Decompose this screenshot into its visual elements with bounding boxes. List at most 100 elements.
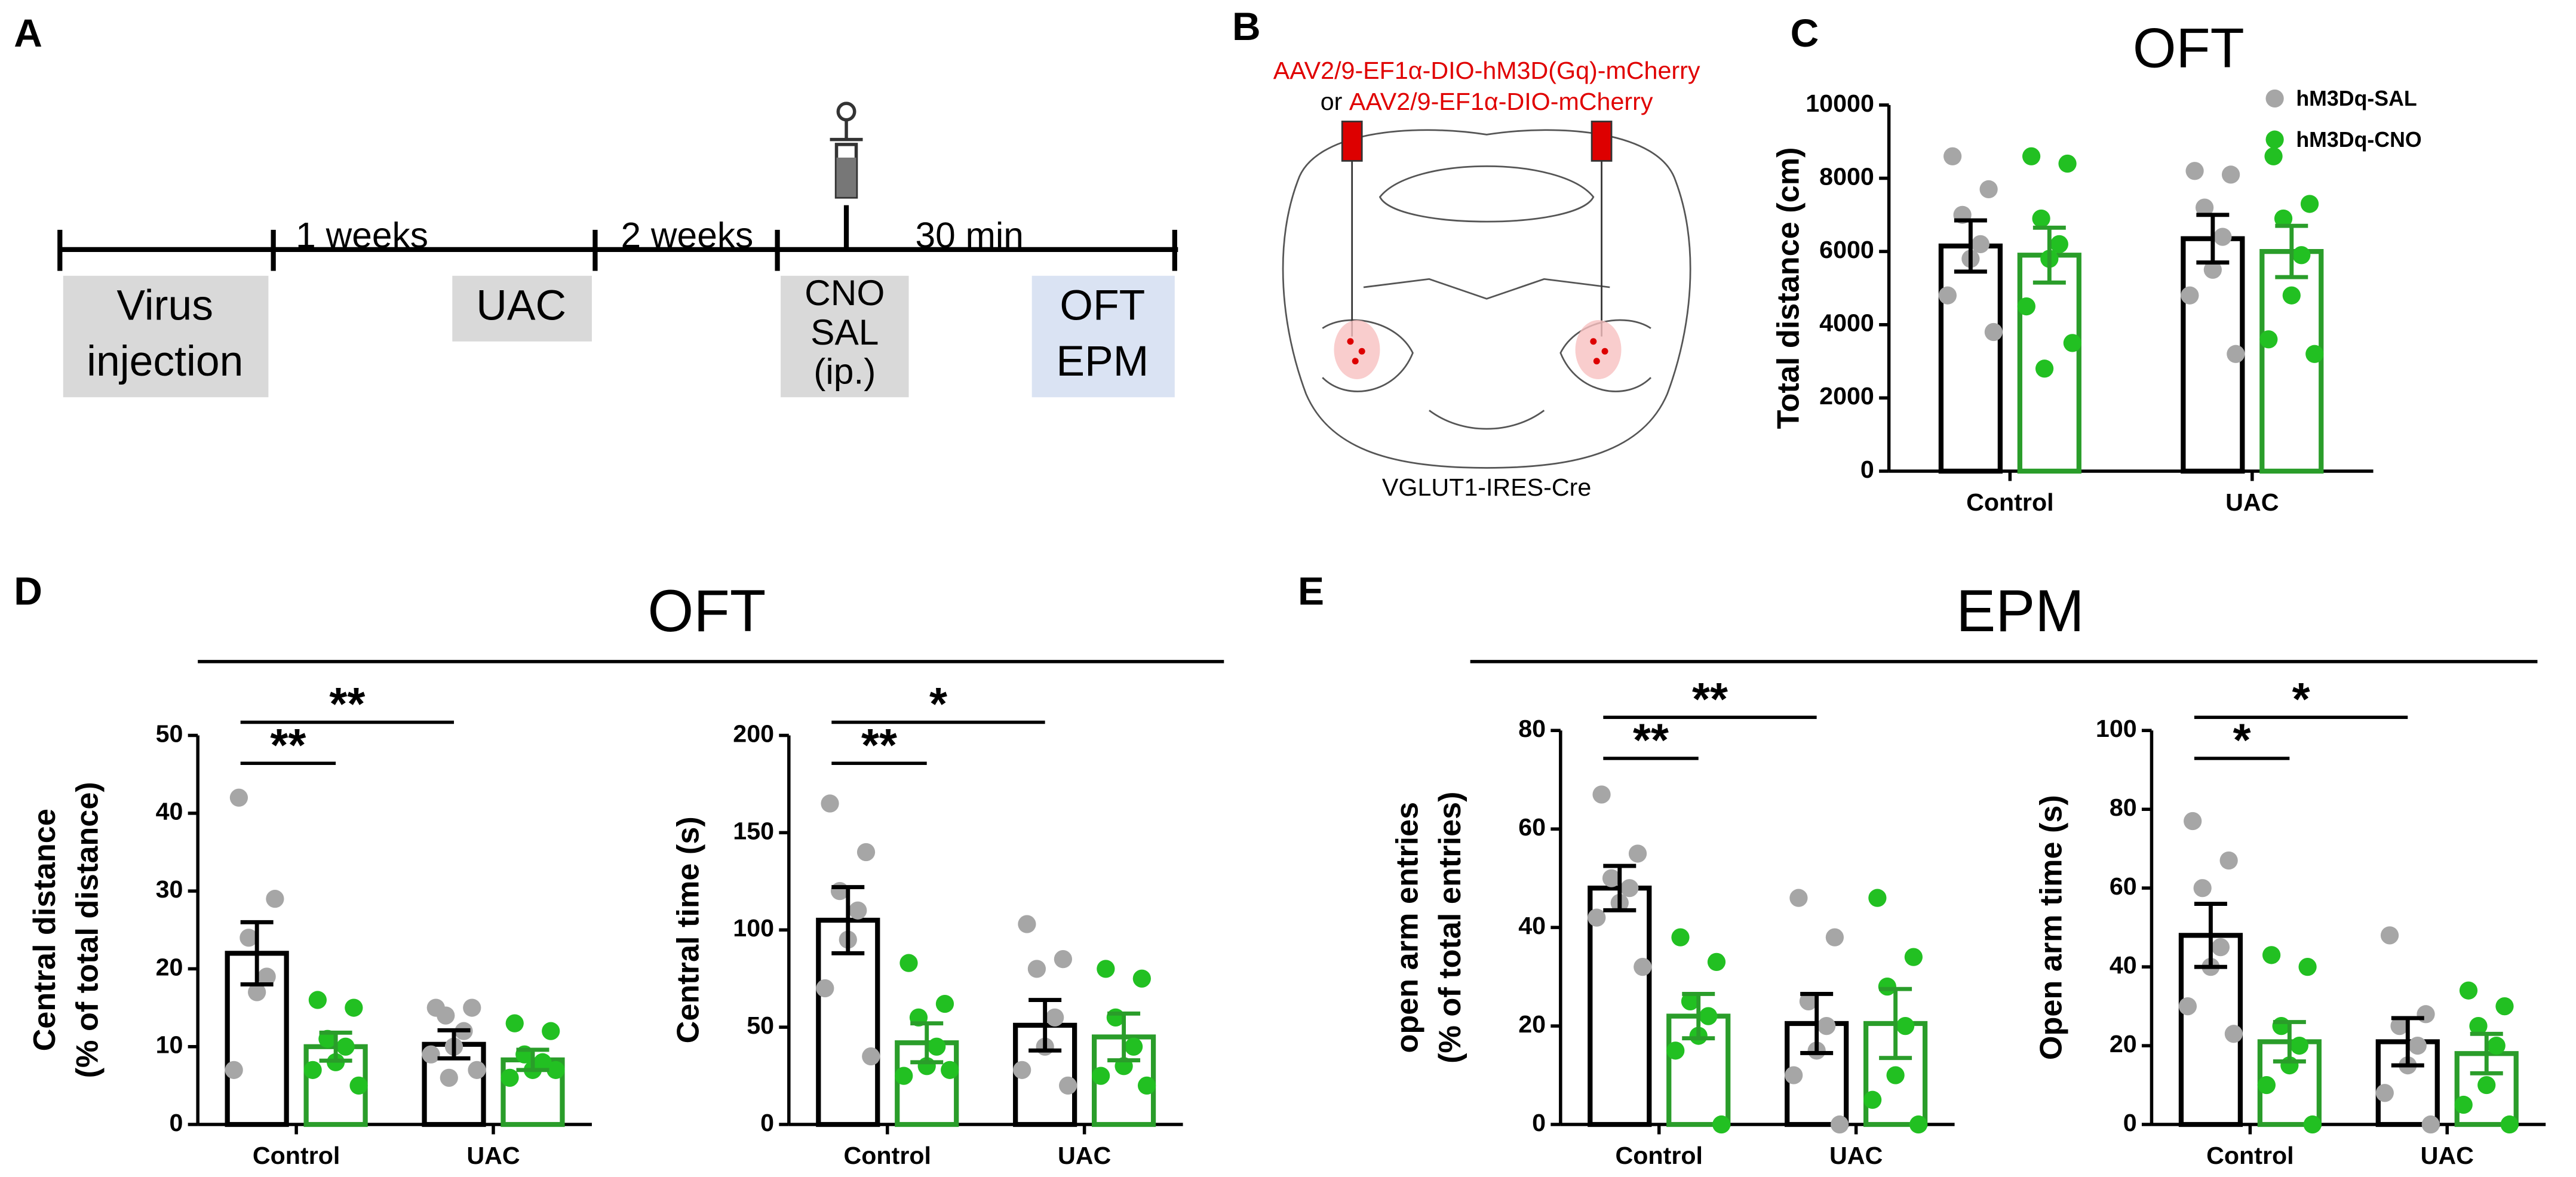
data-point bbox=[440, 1068, 458, 1087]
section-title: EPM bbox=[1956, 577, 2084, 644]
data-point bbox=[1013, 1061, 1031, 1079]
y-axis-label: (% of total entries) bbox=[1433, 791, 1467, 1064]
data-point bbox=[2195, 198, 2214, 217]
y-axis-label: Total distance (cm) bbox=[1771, 147, 1806, 429]
data-point bbox=[1092, 1067, 1110, 1085]
section-title: OFT bbox=[647, 577, 766, 644]
y-tick-label: 40 bbox=[156, 798, 183, 825]
data-point bbox=[546, 1061, 565, 1079]
data-point bbox=[1909, 1115, 1928, 1134]
y-axis-label: (% of total distance) bbox=[70, 782, 105, 1078]
y-tick-label: 50 bbox=[747, 1012, 774, 1039]
box-text: injection bbox=[87, 337, 243, 385]
data-point bbox=[1799, 992, 1818, 1010]
data-point bbox=[1831, 1115, 1849, 1134]
data-point bbox=[437, 1006, 455, 1025]
timeline-box bbox=[63, 275, 269, 398]
data-point bbox=[1602, 869, 1621, 887]
syringe bbox=[830, 102, 863, 199]
data-point bbox=[2050, 235, 2068, 253]
data-point bbox=[2017, 297, 2035, 316]
y-axis-label: open arm entries bbox=[1390, 802, 1425, 1053]
box-text: (ip.) bbox=[813, 351, 876, 392]
data-point bbox=[2178, 997, 2197, 1016]
data-point bbox=[2022, 147, 2041, 165]
y-tick-label: 10000 bbox=[1806, 90, 1874, 117]
y-tick-label: 60 bbox=[2110, 872, 2137, 900]
data-point bbox=[505, 1014, 524, 1032]
data-point bbox=[862, 1047, 880, 1066]
y-tick-label: 0 bbox=[1532, 1109, 1546, 1136]
significance-label: * bbox=[929, 678, 947, 730]
significance-label: ** bbox=[270, 720, 306, 771]
box-text: Virus bbox=[116, 282, 213, 330]
y-tick-label: 100 bbox=[733, 914, 774, 942]
data-point bbox=[2035, 359, 2054, 378]
data-point bbox=[1054, 950, 1073, 969]
data-point bbox=[895, 1067, 913, 1085]
vector-label: AAV2/9-EF1α-DIO-hM3D(Gq)-mCherry bbox=[1273, 57, 1700, 84]
y-tick-label: 40 bbox=[2110, 951, 2137, 979]
data-point bbox=[1620, 879, 1639, 898]
data-point bbox=[336, 1037, 355, 1056]
data-point bbox=[2459, 981, 2478, 1000]
y-axis-label: Central distance bbox=[27, 809, 62, 1051]
box-text: CNO bbox=[805, 272, 885, 313]
y-tick-label: 10 bbox=[156, 1031, 183, 1059]
data-point bbox=[1666, 1041, 1685, 1060]
data-point bbox=[2500, 1115, 2519, 1134]
x-tick-label: UAC bbox=[466, 1142, 520, 1169]
data-point bbox=[2227, 345, 2245, 363]
y-tick-label: 40 bbox=[1518, 912, 1546, 939]
vector-label: or AAV2/9-EF1α-DIO-mCherry bbox=[1321, 88, 1653, 115]
bar bbox=[1666, 1013, 1731, 1127]
data-point bbox=[1137, 1076, 1156, 1095]
data-point bbox=[1863, 1090, 1882, 1109]
data-point bbox=[2203, 260, 2222, 279]
data-point bbox=[935, 994, 954, 1013]
bar bbox=[1938, 243, 2003, 474]
data-point bbox=[1046, 1008, 1064, 1027]
data-point bbox=[345, 998, 363, 1017]
interval-label: 30 min bbox=[915, 215, 1023, 256]
data-point bbox=[308, 991, 327, 1009]
panel-label: B bbox=[1232, 4, 1261, 48]
data-point bbox=[2300, 195, 2319, 213]
x-tick-label: Control bbox=[1615, 1142, 1703, 1169]
data-point bbox=[2032, 209, 2050, 228]
data-point bbox=[422, 1045, 440, 1064]
data-point bbox=[2211, 938, 2230, 957]
data-point bbox=[2262, 946, 2281, 964]
data-point bbox=[266, 890, 284, 908]
box-text: OFT bbox=[1060, 282, 1145, 330]
data-point bbox=[1938, 286, 1957, 305]
y-tick-label: 150 bbox=[733, 817, 774, 844]
box-text: SAL bbox=[810, 312, 879, 352]
data-point bbox=[1124, 1037, 1143, 1056]
data-point bbox=[899, 954, 918, 972]
data-point bbox=[1886, 1066, 1905, 1084]
data-point bbox=[2487, 1036, 2506, 1055]
y-tick-label: 20 bbox=[1518, 1010, 1546, 1038]
panel-label: D bbox=[14, 569, 42, 613]
data-point bbox=[821, 794, 839, 813]
data-point bbox=[856, 843, 876, 862]
data-point bbox=[1904, 948, 1923, 966]
data-point bbox=[1588, 908, 1606, 927]
x-tick-label: Control bbox=[1966, 488, 2054, 516]
y-tick-label: 6000 bbox=[1819, 236, 1874, 263]
y-tick-label: 0 bbox=[170, 1109, 183, 1136]
x-tick-label: Control bbox=[253, 1142, 340, 1169]
data-point bbox=[1027, 960, 1046, 978]
data-point bbox=[2421, 1115, 2440, 1134]
data-point bbox=[2408, 1036, 2427, 1055]
data-point bbox=[2181, 286, 2199, 305]
interval-label: 2 weeks bbox=[621, 215, 753, 256]
data-point bbox=[849, 901, 867, 920]
y-tick-label: 200 bbox=[733, 720, 774, 747]
data-point bbox=[1712, 1115, 1731, 1134]
data-point bbox=[1971, 235, 1989, 253]
legend-label: hM3Dq-SAL bbox=[2296, 87, 2417, 110]
y-tick-label: 8000 bbox=[1819, 162, 1874, 190]
